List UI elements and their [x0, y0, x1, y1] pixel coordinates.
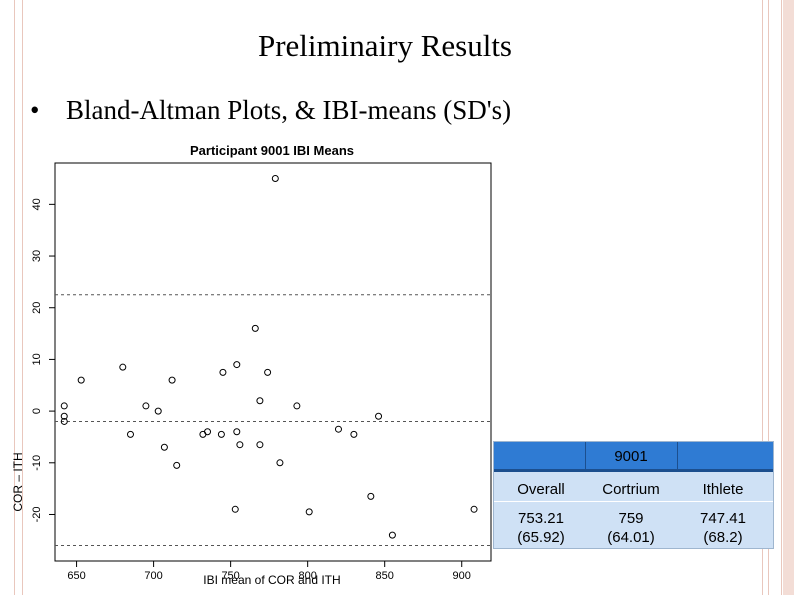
x-axis: 650 700 750 800 850 900	[67, 561, 471, 582]
data-point	[219, 368, 227, 376]
bullet-symbol: •	[30, 95, 40, 125]
sd-ithlete: (68.2)	[703, 529, 743, 546]
y-tick-label: 10	[31, 353, 43, 365]
header-divider	[677, 442, 678, 469]
participant-id: 9001	[614, 448, 648, 465]
data-point	[154, 407, 162, 415]
mean-cortrium: 759	[618, 510, 644, 527]
bullet-item: • Bland-Altman Plots, & IBI-means (SD's)	[30, 95, 511, 126]
column-header-ithlete: Ithlete	[702, 481, 744, 498]
x-tick-label: 700	[144, 570, 162, 582]
row-divider	[494, 501, 773, 502]
reference-lines	[55, 294, 491, 546]
data-point	[119, 363, 127, 371]
stats-table: 9001 Overall Cortrium Ithlete 753.21 759…	[493, 441, 774, 549]
right-edge-line-2	[768, 0, 769, 595]
y-axis-label: COR – ITH	[11, 452, 25, 511]
data-point	[470, 505, 478, 513]
y-tick-label: -20	[31, 507, 43, 523]
data-point	[126, 430, 134, 438]
bullet-text: Bland-Altman Plots, & IBI-means (SD's)	[66, 95, 512, 125]
data-point	[60, 402, 68, 410]
data-point	[350, 430, 358, 438]
x-tick-label: 850	[376, 570, 394, 582]
column-header-cortrium: Cortrium	[602, 481, 660, 498]
data-point	[264, 368, 272, 376]
data-point	[375, 412, 383, 420]
right-edge-line-1	[762, 0, 763, 595]
data-points	[60, 175, 478, 539]
x-tick-label: 800	[298, 570, 316, 582]
data-point	[231, 505, 239, 513]
chart-title: Participant 9001 IBI Means	[190, 143, 354, 158]
mean-ithlete: 747.41	[700, 510, 746, 527]
plot-frame	[54, 162, 492, 562]
data-point	[305, 508, 313, 516]
data-point	[276, 459, 284, 467]
data-point	[217, 430, 225, 438]
data-point	[334, 425, 342, 433]
data-point	[256, 397, 264, 405]
x-tick-label: 900	[453, 570, 471, 582]
data-point	[204, 428, 212, 436]
column-header-overall: Overall	[517, 481, 565, 498]
x-tick-label: 650	[67, 570, 85, 582]
data-point	[173, 461, 181, 469]
data-point	[251, 324, 259, 332]
data-point	[60, 417, 68, 425]
data-point	[233, 361, 241, 369]
data-point	[160, 443, 168, 451]
data-point	[367, 492, 375, 500]
data-point	[168, 376, 176, 384]
sd-cortrium: (64.01)	[607, 529, 655, 546]
x-axis-label: IBI mean of COR and ITH	[203, 573, 340, 587]
data-point	[293, 402, 301, 410]
data-point	[233, 428, 241, 436]
header-divider	[585, 442, 586, 469]
y-tick-label: 20	[31, 302, 43, 314]
y-tick-label: 30	[31, 250, 43, 262]
bland-altman-plot: Participant 9001 IBI Means 650 700 750 800 8…	[11, 143, 492, 587]
data-point	[236, 441, 244, 449]
y-tick-label: 40	[31, 198, 43, 210]
mean-overall: 753.21	[518, 510, 564, 527]
x-tick-label: 750	[221, 570, 239, 582]
data-point	[388, 531, 396, 539]
right-edge-line-3	[781, 0, 782, 595]
stats-table-header: 9001	[494, 442, 773, 472]
data-point	[142, 402, 150, 410]
left-edge-line-inner	[22, 0, 23, 595]
data-point	[271, 175, 279, 183]
slide-title: Preliminairy Results	[257, 28, 512, 63]
right-edge-band	[783, 0, 794, 595]
data-point	[256, 441, 264, 449]
sd-overall: (65.92)	[517, 529, 565, 546]
data-point	[60, 412, 68, 420]
y-tick-label: 0	[31, 408, 43, 414]
y-tick-label: -10	[31, 455, 43, 471]
left-edge-line	[14, 0, 15, 595]
y-axis: -20 -10 0 10 20 30 40	[31, 198, 55, 522]
data-point	[77, 376, 85, 384]
